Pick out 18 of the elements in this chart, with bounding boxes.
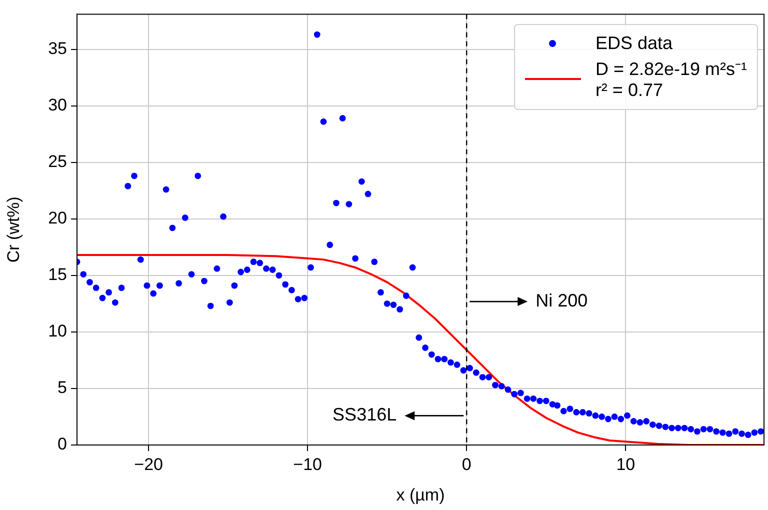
x-axis-title: x (µm) [396,485,445,504]
y-tick-label: 25 [48,152,67,172]
y-tick-label: 15 [48,265,67,284]
x-tick-label: −10 [293,454,322,474]
legend-label: D = 2.82e-19 m²s⁻¹ r² = 0.77 [595,58,747,102]
y-tick-label: 10 [48,322,67,341]
annotation: Ni 200 [536,290,588,311]
annotation: SS316L [332,404,397,425]
y-tick-label: 5 [58,378,67,398]
x-tick-label: 10 [616,454,636,474]
y-tick-label: 20 [48,208,67,228]
y-tick-label: 30 [48,95,67,114]
y-tick-label: 0 [58,434,67,454]
x-tick-label: 0 [462,454,472,474]
y-axis-title: Cr (wt%) [4,196,23,263]
legend-label: EDS data [595,33,672,54]
y-tick-label: 35 [48,38,67,58]
x-tick-label: −20 [134,454,163,474]
